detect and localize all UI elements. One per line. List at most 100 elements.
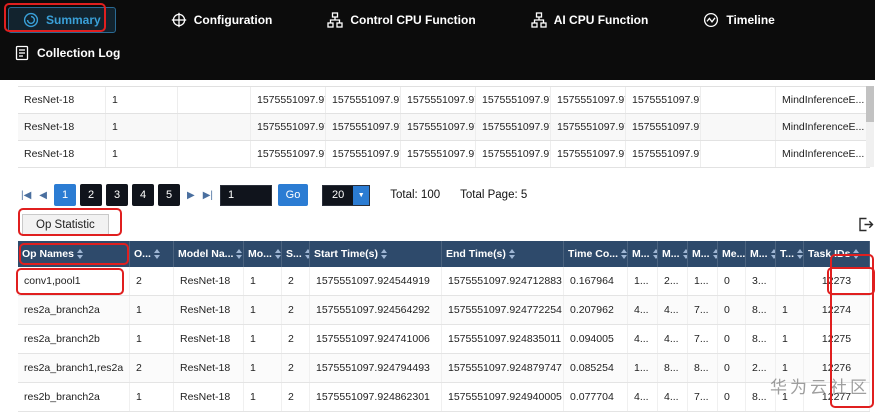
sort-icon[interactable] <box>153 249 160 259</box>
document-icon <box>14 45 30 61</box>
tab-timeline[interactable]: Timeline <box>703 12 775 28</box>
sort-up-arrow <box>797 249 803 253</box>
tab-label: Control CPU Function <box>350 13 476 27</box>
column-header-13[interactable]: T... <box>776 241 804 267</box>
scrollbar-thumb[interactable] <box>866 86 874 122</box>
tab-collection-log[interactable]: Collection Log <box>14 45 120 61</box>
column-header-14[interactable]: Task IDs <box>804 241 870 267</box>
sort-icon[interactable] <box>304 249 309 259</box>
tab-summary[interactable]: Summary <box>8 7 116 33</box>
sort-icon[interactable] <box>652 249 657 259</box>
column-header-11[interactable]: Me... <box>718 241 746 267</box>
column-header-3[interactable]: Mo... <box>244 241 282 267</box>
sort-icon[interactable] <box>236 249 243 259</box>
op-table-cell: 2 <box>282 267 310 295</box>
op-table-cell: 0 <box>718 267 746 295</box>
op-table-cell: ResNet-18 <box>174 383 244 411</box>
sort-icon[interactable] <box>76 249 83 259</box>
op-table-row[interactable]: res2a_branch1,res2a 2 ResNet-18 1 2 157555109… <box>18 354 870 383</box>
summary-table-cell: 1575551097.97... <box>551 87 626 113</box>
op-table-row[interactable]: res2a_branch2a 1 ResNet-18 1 2 1575551097.924… <box>18 296 870 325</box>
op-table-cell: 2... <box>746 354 776 382</box>
page-button-1[interactable]: 1 <box>54 184 76 206</box>
summary-icon <box>23 12 39 28</box>
op-table-row[interactable]: res2a_branch2b 1 ResNet-18 1 2 1575551097.924… <box>18 325 870 354</box>
op-table-cell: 8... <box>746 296 776 324</box>
last-page-icon[interactable]: ▶| <box>202 189 213 201</box>
sort-up-arrow <box>712 249 717 253</box>
export-icon[interactable] <box>857 216 874 233</box>
summary-table-row[interactable]: ResNet-1811575551097.97...1575551097.97.… <box>18 87 870 114</box>
op-table-cell: 7... <box>688 296 718 324</box>
column-header-0[interactable]: Op Names <box>18 241 130 267</box>
column-header-5[interactable]: Start Time(s) <box>310 241 442 267</box>
sort-down-arrow <box>236 255 243 259</box>
column-header-label: Mo... <box>248 248 272 260</box>
summary-table-row[interactable]: ResNet-1811575551097.97...1575551097.97.… <box>18 114 870 141</box>
op-table-cell: 1575551097.924862301 <box>310 383 442 411</box>
first-page-icon[interactable]: |◀ <box>21 189 32 201</box>
op-table-cell: 1575551097.924741006 <box>310 325 442 353</box>
sort-up-arrow <box>304 249 309 253</box>
op-table-cell: ResNet-18 <box>174 354 244 382</box>
column-header-2[interactable]: Model Na... <box>174 241 244 267</box>
sort-icon[interactable] <box>712 249 717 259</box>
sort-icon[interactable] <box>274 249 281 259</box>
summary-table-cell: 1575551097.97... <box>551 114 626 140</box>
summary-table-cell: ResNet-18 <box>18 87 106 113</box>
summary-table-cell: MindInferenceE... <box>776 141 870 167</box>
sort-icon[interactable] <box>797 249 803 259</box>
sort-icon[interactable] <box>381 249 387 259</box>
summary-table-cell: ResNet-18 <box>18 114 106 140</box>
page-input[interactable] <box>220 184 272 206</box>
op-table-cell: 2 <box>130 267 174 295</box>
prev-page-icon[interactable]: ◀ <box>39 189 47 201</box>
column-header-7[interactable]: Time Co... <box>564 241 628 267</box>
summary-table-cell: 1575551097.97... <box>251 141 326 167</box>
next-page-icon[interactable]: ▶ <box>187 189 195 201</box>
page-size-select[interactable]: 20 ▼ <box>322 184 371 206</box>
page-button-3[interactable]: 3 <box>106 184 128 206</box>
op-table-row[interactable]: res2b_branch2a 1 ResNet-18 1 2 1575551097.924… <box>18 383 870 412</box>
op-table-cell: 1... <box>628 354 658 382</box>
column-header-1[interactable]: O... <box>130 241 174 267</box>
sort-icon[interactable] <box>620 249 627 259</box>
column-header-6[interactable]: End Time(s) <box>442 241 564 267</box>
sort-icon[interactable] <box>682 249 687 259</box>
page-button-4[interactable]: 4 <box>132 184 154 206</box>
sort-icon[interactable] <box>508 249 515 259</box>
nav-row-primary: Summary Configuration Contr <box>0 5 875 35</box>
column-header-8[interactable]: M... <box>628 241 658 267</box>
vertical-scrollbar[interactable] <box>866 86 874 167</box>
tab-control-cpu-function[interactable]: Control CPU Function <box>327 12 476 28</box>
chevron-down-icon[interactable]: ▼ <box>353 185 370 205</box>
sort-icon[interactable] <box>853 249 860 259</box>
page-button-2[interactable]: 2 <box>80 184 102 206</box>
column-header-4[interactable]: S... <box>282 241 310 267</box>
op-table-cell: ResNet-18 <box>174 296 244 324</box>
sort-up-arrow <box>76 249 83 253</box>
sort-icon[interactable] <box>770 249 775 259</box>
summary-table-cell: 1575551097.97... <box>401 114 476 140</box>
column-header-10[interactable]: M... <box>688 241 718 267</box>
op-table-cell: 1 <box>776 383 804 411</box>
op-table-cell: 4... <box>658 383 688 411</box>
op-table-cell: 1 <box>776 296 804 324</box>
summary-table: ResNet-1811575551097.97...1575551097.97.… <box>18 86 870 168</box>
summary-table-cell: 1575551097.97... <box>401 87 476 113</box>
tab-ai-cpu-function[interactable]: AI CPU Function <box>531 12 648 28</box>
tab-label: Summary <box>46 13 101 27</box>
summary-table-cell: 1575551097.97... <box>251 87 326 113</box>
op-table-cell: 2 <box>130 354 174 382</box>
op-table-row[interactable]: conv1,pool1 2 ResNet-18 1 2 1575551097.924544… <box>18 267 870 296</box>
go-button[interactable]: Go <box>278 184 308 206</box>
op-table-cell: 12277 <box>804 383 870 411</box>
column-header-12[interactable]: M... <box>746 241 776 267</box>
column-header-label: Task IDs <box>808 248 851 260</box>
tab-configuration[interactable]: Configuration <box>171 12 272 28</box>
tab-op-statistic[interactable]: Op Statistic <box>22 214 109 236</box>
page-button-5[interactable]: 5 <box>158 184 180 206</box>
summary-table-row[interactable]: ResNet-1811575551097.97...1575551097.97.… <box>18 141 870 168</box>
column-header-9[interactable]: M... <box>658 241 688 267</box>
